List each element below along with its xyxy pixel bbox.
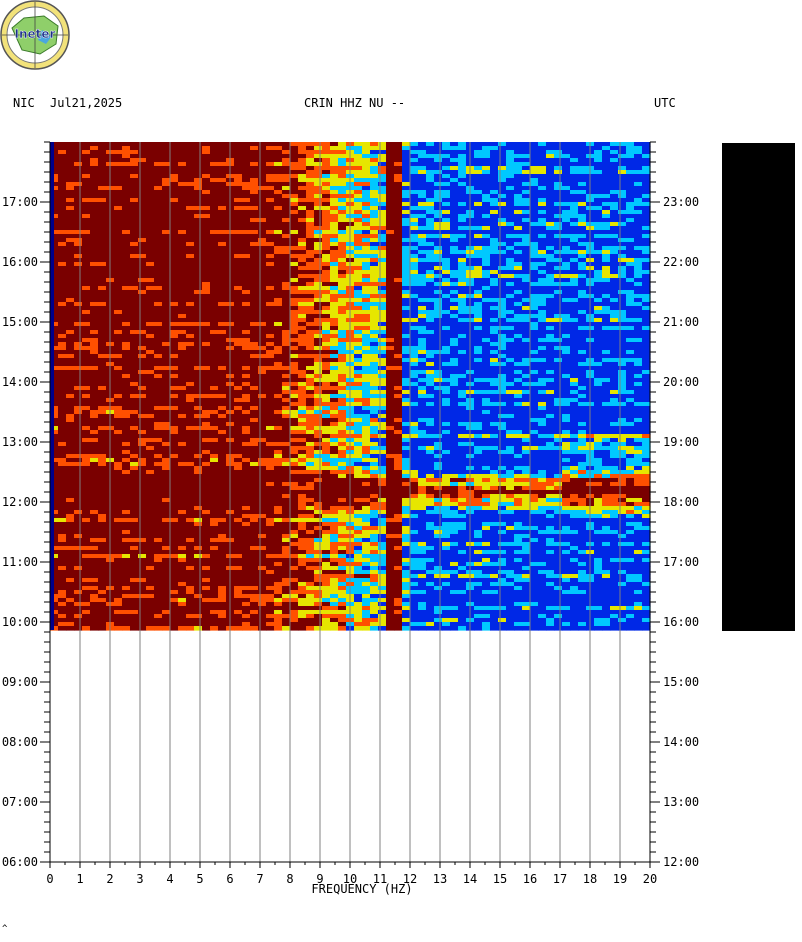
logo-text: Ineter — [15, 27, 56, 41]
x-axis-label: FREQUENCY (HZ) — [311, 882, 412, 896]
x-tick-label: 3 — [136, 872, 143, 886]
x-tick-label: 8 — [286, 872, 293, 886]
x-tick-label: 5 — [196, 872, 203, 886]
x-tick-label: 16 — [523, 872, 537, 886]
y-left-tick-label: 07:00 — [2, 795, 38, 809]
y-right-tick-label: 22:00 — [663, 255, 699, 269]
x-tick-label: 0 — [46, 872, 53, 886]
y-left-tick-label: 09:00 — [2, 675, 38, 689]
spectrogram-heatmap — [50, 142, 651, 631]
frequency-gridlines — [79, 142, 621, 862]
x-tick-label: 6 — [226, 872, 233, 886]
y-left-tick-label: 13:00 — [2, 435, 38, 449]
y-right-tick-label: 23:00 — [663, 195, 699, 209]
x-tick-label: 4 — [166, 872, 173, 886]
header-channel: CRIN HHZ NU -- — [304, 96, 406, 110]
y-axis-ticks: 06:00 07:00 08:00 09:00 10:00 11:00 12:00 13:00… — [2, 141, 699, 869]
y-right-tick-label: 17:00 — [663, 555, 699, 569]
y-left-tick-label: 12:00 — [2, 495, 38, 509]
x-tick-label: 7 — [256, 872, 263, 886]
x-tick-label: 1 — [76, 872, 83, 886]
y-right-tick-label: 18:00 — [663, 495, 699, 509]
y-right-tick-label: 20:00 — [663, 375, 699, 389]
x-axis-ticks: 0 1 2 3 4 5 6 7 8 9 10 11 12 13 14 15 16 17 18 19 20 — [46, 862, 657, 886]
x-tick-label: 18 — [583, 872, 597, 886]
x-tick-label: 13 — [433, 872, 447, 886]
x-tick-label: 12 — [403, 872, 417, 886]
y-left-tick-label: 11:00 — [2, 555, 38, 569]
x-tick-label: 10 — [343, 872, 357, 886]
y-right-tick-label: 16:00 — [663, 615, 699, 629]
y-right-tick-label: 19:00 — [663, 435, 699, 449]
y-left-tick-label: 08:00 — [2, 735, 38, 749]
y-left-tick-label: 16:00 — [2, 255, 38, 269]
y-left-tick-label: 15:00 — [2, 315, 38, 329]
colorbar — [722, 143, 795, 631]
header-region: NIC — [13, 96, 35, 110]
y-right-tick-label: 21:00 — [663, 315, 699, 329]
x-tick-label: 11 — [373, 872, 387, 886]
header-date: Jul21,2025 — [50, 96, 123, 110]
y-left-tick-label: 14:00 — [2, 375, 38, 389]
header-timezone: UTC — [654, 96, 676, 110]
corner-mark: ^ — [2, 924, 8, 934]
x-tick-label: 19 — [613, 872, 627, 886]
y-left-tick-label: 06:00 — [2, 855, 38, 869]
x-tick-label: 17 — [553, 872, 567, 886]
ineter-logo: Ineter — [0, 0, 70, 70]
y-right-tick-label: 13:00 — [663, 795, 699, 809]
y-right-tick-label: 14:00 — [663, 735, 699, 749]
x-tick-label: 15 — [493, 872, 507, 886]
x-tick-label: 2 — [106, 872, 113, 886]
y-right-tick-label: 12:00 — [663, 855, 699, 869]
x-tick-label: 14 — [463, 872, 477, 886]
x-tick-label: 9 — [316, 872, 323, 886]
x-tick-label: 20 — [643, 872, 657, 886]
y-left-tick-label: 10:00 — [2, 615, 38, 629]
y-right-tick-label: 15:00 — [663, 675, 699, 689]
y-left-tick-label: 17:00 — [2, 195, 38, 209]
